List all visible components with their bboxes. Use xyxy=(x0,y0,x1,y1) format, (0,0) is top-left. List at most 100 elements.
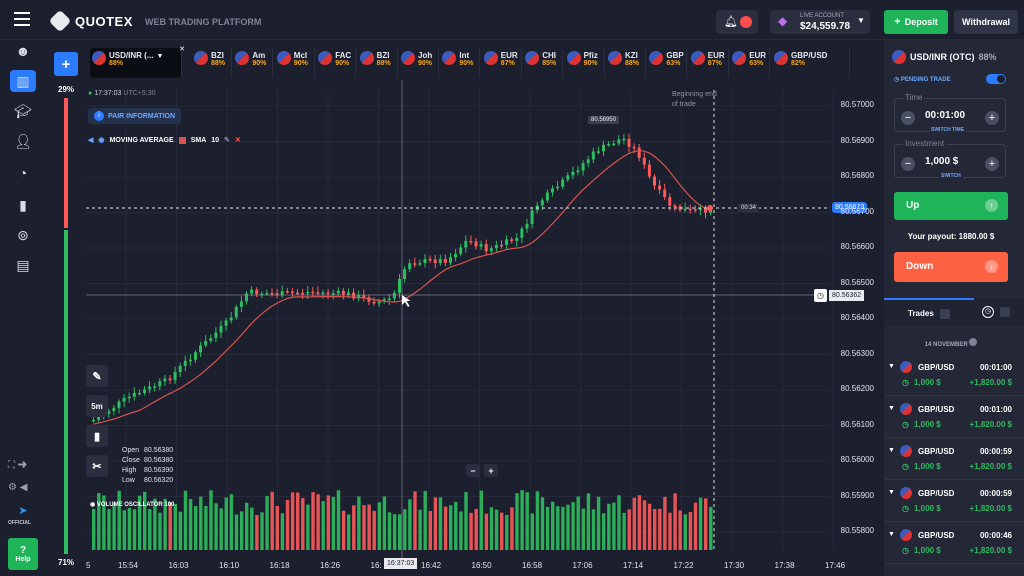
switch-time-label[interactable]: SWITCH TIME xyxy=(929,127,967,133)
asset-tab[interactable]: BZI 88% xyxy=(192,48,232,78)
tab-trades[interactable]: Trades xyxy=(884,298,974,326)
sidebar-signal-icon[interactable]: ⊚ xyxy=(17,226,29,243)
time-field[interactable]: Time − 00:01:00 + SWITCH TIME xyxy=(894,93,1006,133)
chart-type-icon[interactable]: ▮ xyxy=(86,425,108,447)
indicator-color-swatch[interactable] xyxy=(178,136,186,144)
chart-area[interactable]: ● 17:37:03 UTC+5:30 i PAIR INFORMATION ◀… xyxy=(46,80,880,576)
candle xyxy=(433,259,437,264)
remove-indicator-icon[interactable]: ✕ xyxy=(234,137,241,144)
sidebar-chart-icon[interactable]: ▥ xyxy=(10,70,36,92)
sidebar-leaderboard-icon[interactable]: ▮ xyxy=(19,196,27,213)
switch-label[interactable]: SWITCH xyxy=(939,173,963,179)
expand-icon[interactable]: ▼ xyxy=(888,405,895,412)
asset-tab[interactable]: BZI 88% xyxy=(358,48,398,78)
tools-icon[interactable]: ✂ xyxy=(86,455,108,477)
pending-toggle[interactable] xyxy=(986,74,1006,84)
trade-row[interactable]: ▼ GBP/USD 00:01:00 ◷ 1,000 $ +1,820.00 $ xyxy=(884,356,1024,396)
candle xyxy=(556,186,560,189)
volume-bar xyxy=(275,506,279,550)
asset-tab[interactable]: FAC 90% xyxy=(316,48,357,78)
history-icon[interactable]: ◷ xyxy=(982,306,994,318)
zoom-in-button[interactable]: + xyxy=(484,464,498,477)
asset-tab[interactable]: Pfiz 90% xyxy=(565,48,605,78)
pair-info-label: PAIR INFORMATION xyxy=(108,112,176,120)
volume-bar xyxy=(464,491,468,550)
asset-tab[interactable]: EUR 63% xyxy=(730,48,771,78)
time-minus-button[interactable]: − xyxy=(901,111,915,125)
up-button[interactable]: Up ↑ xyxy=(894,192,1008,220)
timer-tag: 00:34 xyxy=(738,204,760,212)
asset-tab[interactable]: McI 90% xyxy=(275,48,315,78)
sidebar-profile-icon[interactable]: ☻ xyxy=(15,43,31,59)
expand-icon[interactable]: ▼ xyxy=(888,489,895,496)
candle xyxy=(551,188,554,193)
expand-icon[interactable]: ▼ xyxy=(888,531,895,538)
collapse-icon[interactable]: ◀ xyxy=(88,137,94,144)
sidebar-market-icon[interactable]: ▤ xyxy=(16,256,30,273)
menu-icon[interactable] xyxy=(14,12,30,26)
withdrawal-button[interactable]: Withdrawal xyxy=(954,10,1018,34)
sidebar-education-icon[interactable]: 🎓︎ xyxy=(14,102,32,119)
notifications-button[interactable]: 🔔︎ xyxy=(716,10,758,34)
fullscreen-icon[interactable]: ⛶ ➜ xyxy=(8,460,28,471)
volume-bar xyxy=(408,499,412,550)
asset-tab-active[interactable]: USD/INR (... 88% ▼ ✕ xyxy=(90,46,185,78)
price-tick: 80.56800 xyxy=(840,171,874,180)
asset-tab[interactable]: KZI 88% xyxy=(606,48,646,78)
asset-tab[interactable]: EUR 87% xyxy=(689,48,729,78)
investment-minus-button[interactable]: − xyxy=(901,157,915,171)
asset-tab[interactable]: EUR 87% xyxy=(482,48,522,78)
deposit-button[interactable]: + Deposit xyxy=(884,10,948,34)
trade-row[interactable]: ▼ GBP/USD 00:00:59 ◷ 1,000 $ +1,820.00 $ xyxy=(884,482,1024,522)
brand-name[interactable]: QUOTEX xyxy=(75,14,133,29)
trade-row[interactable]: ▼ GBP/USD 00:00:46 ◷ 1,000 $ +1,820.00 $ xyxy=(884,524,1024,564)
date-count-icon xyxy=(969,338,978,346)
close-asset-icon[interactable]: ✕ xyxy=(179,46,185,53)
down-button[interactable]: Down ↓ xyxy=(894,252,1008,282)
edit-indicator-icon[interactable]: ✎ xyxy=(224,137,230,144)
add-asset-button[interactable]: + xyxy=(54,52,78,76)
trade-status-icon: ◷ xyxy=(902,378,909,387)
expand-icon[interactable]: ▼ xyxy=(888,447,895,454)
account-selector[interactable]: ◆ LIVE ACCOUNT $24,559.78 ▼ xyxy=(770,10,870,34)
alarm-icon[interactable]: ◷ xyxy=(814,289,827,302)
trades-tab-label: Trades xyxy=(908,309,934,318)
candle xyxy=(173,372,177,381)
asset-tab[interactable]: GBP 63% xyxy=(647,48,688,78)
timeframe-icon[interactable]: 5m xyxy=(86,395,108,417)
volume-bar xyxy=(525,492,529,550)
telegram-icon[interactable]: ➤ xyxy=(18,505,28,517)
trade-row[interactable]: ▼ GBP/USD 00:00:59 ◷ 1,000 $ +1,820.00 $ xyxy=(884,440,1024,480)
time-plus-button[interactable]: + xyxy=(985,111,999,125)
volume-bar xyxy=(158,512,162,550)
cursor-price-tag: ◷ 80.56362 xyxy=(814,289,865,302)
expand-icon[interactable]: ▼ xyxy=(888,363,895,370)
investment-field[interactable]: Investment − 1,000 $ + SWITCH xyxy=(894,139,1006,179)
asset-tab[interactable]: Int 90% xyxy=(440,48,481,78)
candle xyxy=(280,291,284,296)
asset-tab[interactable]: CHI 85% xyxy=(523,48,564,78)
pair-info-button[interactable]: i PAIR INFORMATION xyxy=(88,108,182,124)
settings-icon[interactable]: ⚙ ◀ xyxy=(8,482,28,493)
eye-icon[interactable]: ◉ xyxy=(98,137,105,144)
pair-selector[interactable]: USD/INR (OTC) 88% xyxy=(892,50,997,64)
volume-bar xyxy=(607,503,611,550)
help-button[interactable]: ? Help xyxy=(8,538,38,570)
volume-eye-icon[interactable]: ◉ xyxy=(90,502,96,508)
asset-tab[interactable]: Joh 90% xyxy=(399,48,439,78)
trade-row[interactable]: ▼ GBP/USD 00:01:00 ◷ 1,000 $ +1,820.00 $ xyxy=(884,398,1024,438)
open-label: Open xyxy=(122,447,140,454)
sidebar-user-icon[interactable]: 👤︎ xyxy=(14,132,32,149)
sidebar-analytics-icon[interactable]: ◔ xyxy=(18,165,28,181)
investment-plus-button[interactable]: + xyxy=(985,157,999,171)
zoom-out-button[interactable]: − xyxy=(466,464,480,477)
candle xyxy=(464,240,468,248)
candle xyxy=(296,292,299,295)
arrow-up-icon: ↑ xyxy=(985,199,998,212)
price-tick: 80.56500 xyxy=(840,277,874,287)
asset-tab[interactable]: GBP/USD 82% xyxy=(772,48,850,78)
asset-flag-icon xyxy=(525,51,540,65)
pencil-icon[interactable]: ✎ xyxy=(86,365,108,387)
asset-tab[interactable]: Am 90% xyxy=(233,48,274,78)
trades-menu-icon[interactable] xyxy=(1000,307,1010,317)
